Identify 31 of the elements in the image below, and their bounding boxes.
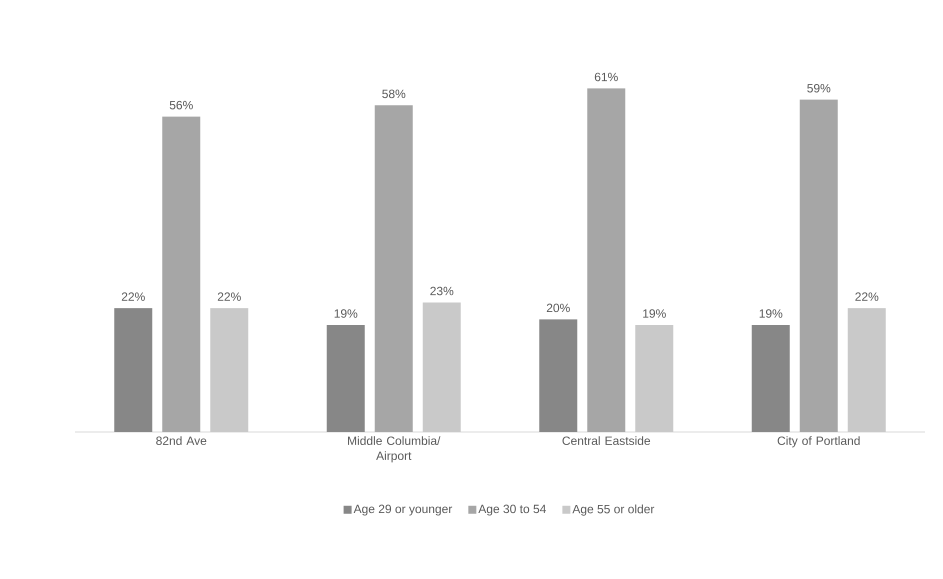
bar: [422, 302, 461, 432]
data-label: 23%: [430, 286, 454, 296]
bar: [114, 308, 152, 432]
data-label: 19%: [643, 309, 666, 318]
bar: [848, 308, 886, 432]
bar: [635, 324, 674, 432]
bar: [374, 105, 413, 432]
data-label: 22%: [218, 292, 241, 301]
data-label: 56%: [170, 100, 193, 110]
bar: [539, 319, 578, 432]
x-tick-label: Central Eastside: [562, 436, 650, 446]
bar: [210, 308, 248, 432]
data-label: 19%: [760, 309, 782, 318]
bar: [162, 116, 200, 432]
legend-label: Age 29 or younger: [354, 504, 452, 516]
data-label: 19%: [334, 309, 358, 318]
legend-label: Age 55 or older: [572, 504, 654, 516]
x-tick-label: 82nd Ave: [156, 436, 206, 446]
x-tick-label: City of Portland: [778, 436, 860, 448]
bar: [800, 100, 838, 432]
bar: [752, 324, 790, 432]
bar: [587, 88, 626, 432]
data-label: 58%: [382, 90, 406, 98]
data-label: 20%: [546, 304, 570, 312]
bar: [326, 324, 365, 432]
data-label: 22%: [855, 292, 878, 301]
data-label: 61%: [594, 72, 618, 82]
x-tick-label: Middle Columbia/ Airport: [348, 436, 440, 462]
data-label: 22%: [122, 292, 145, 301]
data-label: 59%: [807, 84, 830, 92]
legend-label: Age 30 to 54: [478, 504, 546, 516]
